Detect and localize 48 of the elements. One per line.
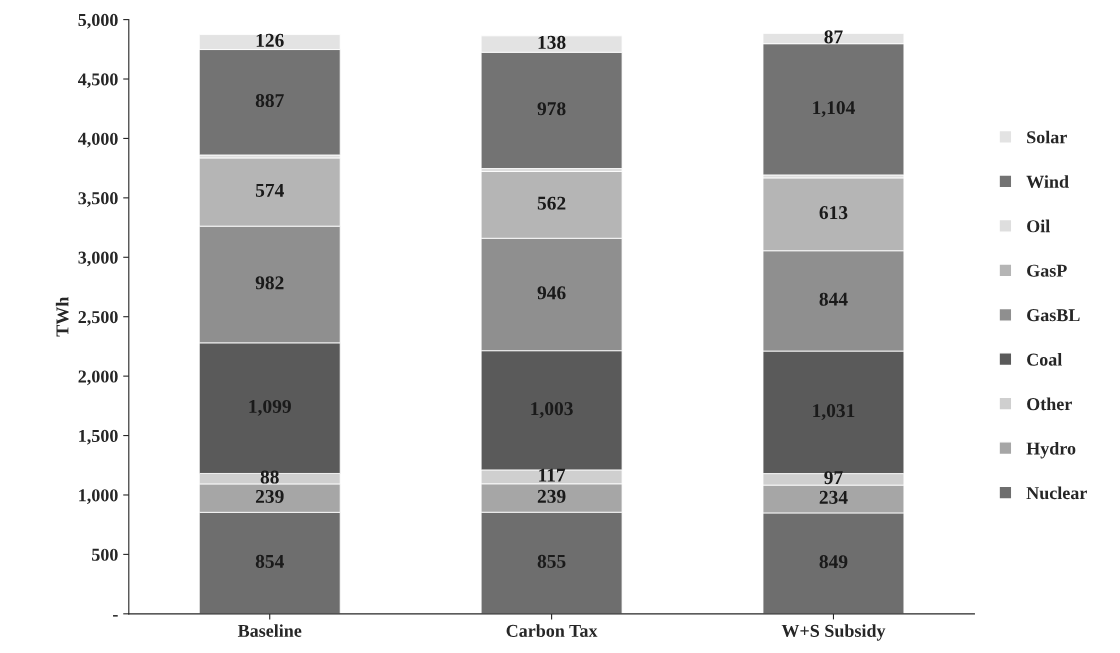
y-tick-label: 4,000 xyxy=(78,132,118,148)
legend-label: Coal xyxy=(1027,353,1062,366)
y-axis-title: TWh xyxy=(55,296,69,337)
y-tick-label: 3,500 xyxy=(78,192,118,207)
data-label: 239 xyxy=(537,489,566,503)
y-tick-label: 500 xyxy=(92,548,118,561)
data-label: 239 xyxy=(255,489,284,503)
data-label: 1,031 xyxy=(813,404,855,420)
x-tick-label: Baseline xyxy=(237,624,302,637)
data-label: 234 xyxy=(819,490,848,504)
y-tick-label: 1,000 xyxy=(79,489,118,505)
y-tick-label: 3,000 xyxy=(78,251,118,267)
data-label: 1,003 xyxy=(531,402,573,418)
data-label: 946 xyxy=(537,286,566,300)
data-label: 97 xyxy=(824,471,843,485)
data-label: 982 xyxy=(255,276,284,290)
data-label: 138 xyxy=(538,35,566,49)
y-tick-label: 2,500 xyxy=(78,310,118,326)
data-label: 844 xyxy=(819,292,848,306)
data-label: 1,099 xyxy=(249,399,291,416)
x-tick-label: Carbon Tax xyxy=(506,624,598,637)
y-tick-label: 1,500 xyxy=(79,429,118,445)
legend-label: Other xyxy=(1027,397,1072,411)
data-label: 126 xyxy=(256,33,284,47)
data-label: 117 xyxy=(539,468,566,482)
data-label: 1,104 xyxy=(813,101,855,118)
legend-label: GasBL xyxy=(1027,309,1080,322)
y-tick-label: 5,000 xyxy=(78,13,118,29)
legend-label: Hydro xyxy=(1026,441,1076,459)
data-label: 978 xyxy=(537,102,566,116)
data-label: 855 xyxy=(537,554,566,568)
data-label: 562 xyxy=(537,196,566,210)
data-label: 574 xyxy=(255,183,284,197)
y-tick-label: 4,500 xyxy=(78,73,118,89)
legend-label: GasP xyxy=(1027,264,1067,277)
data-label: 87 xyxy=(824,30,843,44)
data-label: 849 xyxy=(819,555,848,569)
data-label: 854 xyxy=(255,554,284,568)
data-label: 88 xyxy=(260,470,279,484)
legend-label: Oil xyxy=(1027,219,1050,233)
legend-label: Nuclear xyxy=(1026,486,1087,500)
y-tick-label: - xyxy=(113,615,118,617)
data-label: 613 xyxy=(819,206,848,220)
legend-label: Solar xyxy=(1027,130,1067,144)
data-label: 887 xyxy=(255,93,284,108)
x-tick-label: W+S Subsidy xyxy=(781,624,886,641)
y-tick-label: 2,000 xyxy=(78,370,118,386)
legend-label: Wind xyxy=(1026,175,1069,188)
